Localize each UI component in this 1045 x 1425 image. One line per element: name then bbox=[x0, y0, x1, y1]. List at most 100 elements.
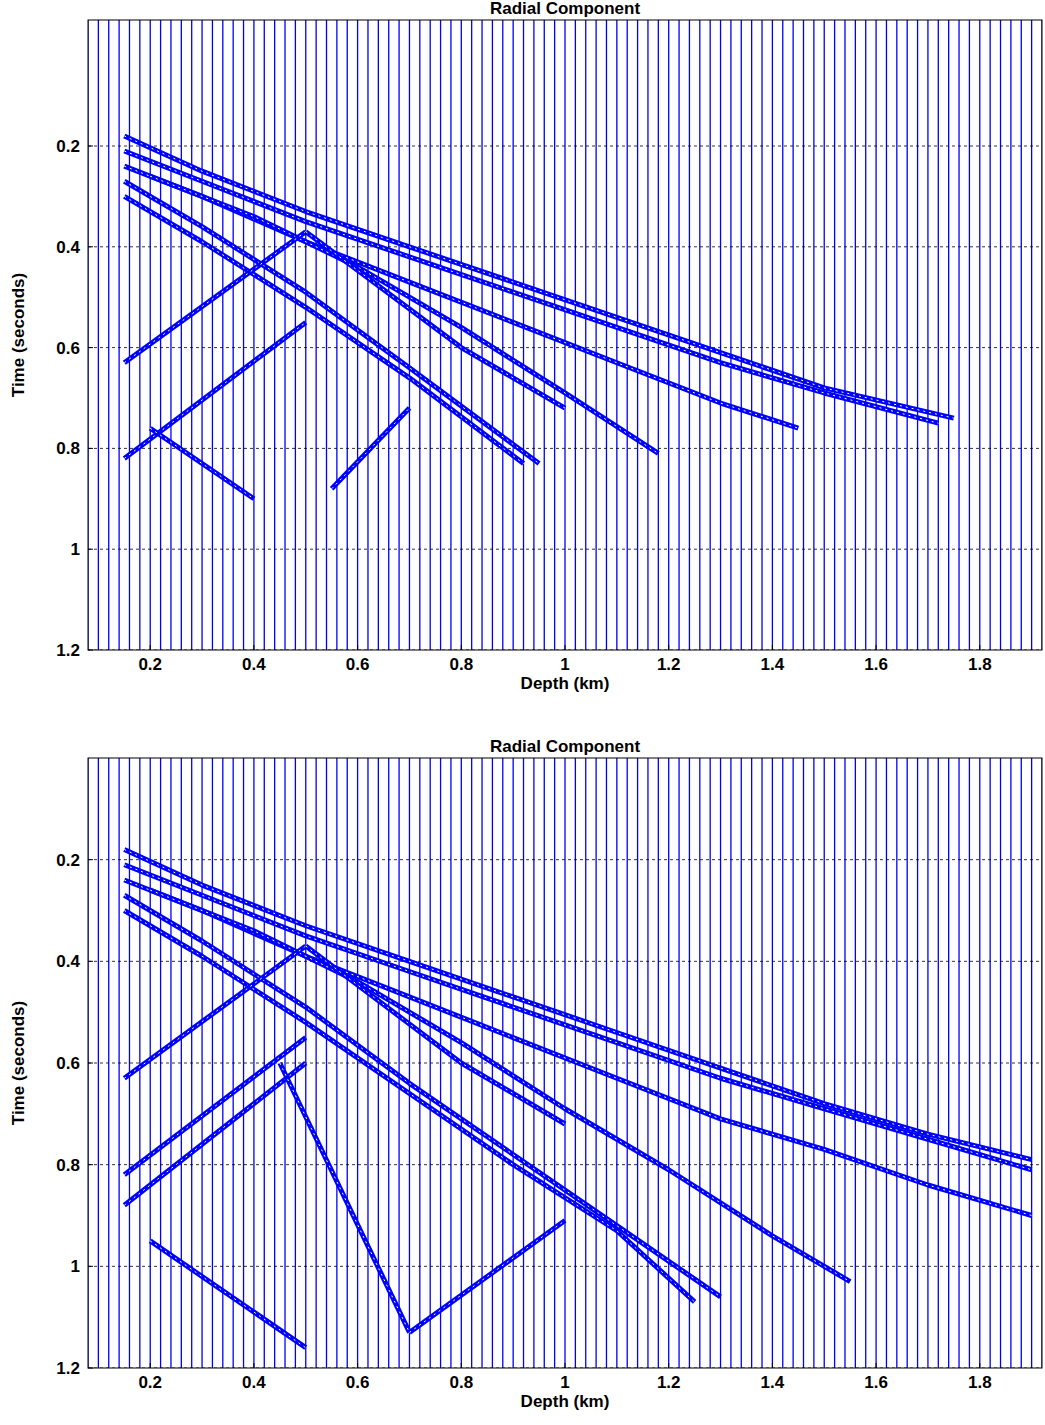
trace bbox=[585, 20, 586, 650]
x-tick-label: 1 bbox=[560, 1373, 569, 1392]
trace bbox=[492, 20, 493, 650]
trace bbox=[461, 20, 462, 650]
trace bbox=[990, 20, 991, 650]
x-tick-label: 0.6 bbox=[346, 1373, 370, 1392]
event-texture bbox=[124, 880, 1031, 1216]
trace bbox=[253, 758, 254, 1368]
y-tick bbox=[88, 1164, 93, 1165]
x-tick-label: 0.4 bbox=[242, 1373, 266, 1392]
event bbox=[124, 1063, 305, 1205]
y-tick bbox=[88, 347, 93, 348]
event-texture bbox=[124, 1063, 305, 1205]
figure: 0.20.40.60.811.20.20.40.60.811.21.41.61.… bbox=[0, 0, 1045, 1425]
event bbox=[332, 408, 410, 489]
trace bbox=[575, 20, 576, 650]
trace bbox=[730, 20, 731, 650]
trace bbox=[772, 20, 773, 650]
y-tick bbox=[88, 1266, 93, 1267]
x-label: Depth (km) bbox=[521, 1392, 610, 1411]
y-tick-label: 0.8 bbox=[56, 1156, 80, 1175]
trace bbox=[948, 20, 949, 650]
trace bbox=[875, 20, 876, 650]
trace bbox=[782, 758, 783, 1368]
x-tick bbox=[668, 1363, 669, 1368]
trace bbox=[450, 20, 451, 650]
trace bbox=[201, 20, 202, 650]
x-tick-label: 1.2 bbox=[657, 655, 681, 674]
trace bbox=[274, 20, 275, 650]
event-texture bbox=[306, 946, 565, 1124]
grid-line bbox=[88, 1266, 1042, 1267]
trace bbox=[564, 20, 565, 650]
x-tick bbox=[150, 1363, 151, 1368]
event-texture bbox=[124, 911, 694, 1302]
trace bbox=[627, 20, 628, 650]
x-tick bbox=[253, 1363, 254, 1368]
trace bbox=[243, 758, 244, 1368]
event bbox=[150, 1241, 306, 1348]
trace bbox=[398, 20, 399, 650]
event-texture bbox=[150, 1241, 306, 1348]
trace bbox=[336, 20, 337, 650]
trace bbox=[761, 20, 762, 650]
event-texture bbox=[124, 895, 720, 1297]
y-tick bbox=[88, 650, 93, 651]
y-label: Time (seconds) bbox=[9, 1001, 28, 1125]
trace bbox=[98, 20, 99, 650]
title: Radial Component bbox=[490, 0, 641, 18]
trace bbox=[378, 20, 379, 650]
trace bbox=[326, 758, 327, 1368]
y-tick-label: 1.2 bbox=[56, 641, 80, 660]
y-tick-label: 1 bbox=[71, 1257, 80, 1276]
x-tick bbox=[772, 1363, 773, 1368]
x-tick-label: 1.4 bbox=[761, 655, 785, 674]
trace bbox=[865, 758, 866, 1368]
plot-area bbox=[88, 20, 1042, 650]
trace bbox=[139, 758, 140, 1368]
x-tick bbox=[357, 1363, 358, 1368]
event-texture bbox=[409, 1221, 565, 1333]
trace bbox=[979, 20, 980, 650]
trace bbox=[419, 20, 420, 650]
trace bbox=[938, 758, 939, 1368]
trace bbox=[855, 758, 856, 1368]
trace bbox=[689, 20, 690, 650]
x-tick bbox=[979, 1363, 980, 1368]
x-tick-label: 0.2 bbox=[138, 655, 162, 674]
trace bbox=[616, 20, 617, 650]
trace bbox=[440, 758, 441, 1368]
event bbox=[150, 890, 850, 1281]
x-tick-label: 0.6 bbox=[346, 655, 370, 674]
plot-area bbox=[88, 758, 1042, 1368]
trace bbox=[191, 20, 192, 650]
x-tick bbox=[876, 645, 877, 650]
y-tick-label: 0.4 bbox=[56, 952, 80, 971]
grid-line bbox=[88, 347, 1042, 348]
event-texture bbox=[150, 428, 254, 499]
y-tick bbox=[88, 246, 93, 247]
trace bbox=[699, 20, 700, 650]
grid-line bbox=[88, 859, 1042, 860]
y-tick bbox=[88, 961, 93, 962]
trace bbox=[523, 758, 524, 1368]
x-tick-label: 0.8 bbox=[449, 655, 473, 674]
trace bbox=[222, 20, 223, 650]
event bbox=[124, 880, 1031, 1216]
y-tick-label: 0.6 bbox=[56, 339, 80, 358]
trace bbox=[938, 20, 939, 650]
y-tick-label: 0.4 bbox=[56, 238, 80, 257]
trace bbox=[170, 758, 171, 1368]
x-tick-label: 1 bbox=[560, 655, 569, 674]
x-tick-label: 1.6 bbox=[864, 1373, 888, 1392]
trace bbox=[212, 758, 213, 1368]
trace bbox=[98, 758, 99, 1368]
y-tick-label: 0.6 bbox=[56, 1054, 80, 1073]
trace bbox=[813, 20, 814, 650]
grid-line bbox=[88, 549, 1042, 550]
trace bbox=[969, 758, 970, 1368]
trace bbox=[409, 20, 410, 650]
trace bbox=[855, 20, 856, 650]
trace bbox=[751, 20, 752, 650]
event-texture bbox=[332, 408, 410, 489]
trace bbox=[150, 20, 151, 650]
